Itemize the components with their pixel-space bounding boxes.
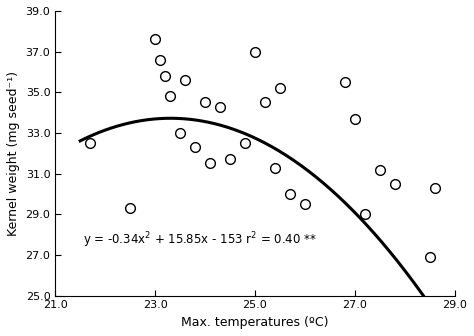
- Point: [376, 167, 383, 172]
- Point: [391, 181, 399, 186]
- Point: [156, 57, 164, 62]
- Point: [261, 100, 269, 105]
- Point: [166, 94, 174, 99]
- Point: [241, 140, 249, 146]
- X-axis label: Max. temperatures (ºC): Max. temperatures (ºC): [181, 316, 328, 329]
- Point: [286, 191, 294, 197]
- Point: [431, 185, 438, 191]
- Point: [176, 130, 184, 136]
- Point: [181, 77, 189, 83]
- Point: [341, 79, 348, 85]
- Point: [191, 144, 199, 150]
- Point: [151, 37, 159, 42]
- Point: [301, 202, 309, 207]
- Point: [271, 165, 279, 170]
- Point: [206, 161, 214, 166]
- Point: [201, 100, 209, 105]
- Point: [361, 212, 369, 217]
- Point: [216, 104, 224, 109]
- Point: [276, 86, 283, 91]
- Point: [251, 49, 259, 54]
- Point: [161, 73, 169, 79]
- Y-axis label: Kernel weight (mg seed⁻¹): Kernel weight (mg seed⁻¹): [7, 71, 20, 236]
- Text: y = -0.34x$^{2}$ + 15.85x - 153 r$^{2}$ = 0.40 **: y = -0.34x$^{2}$ + 15.85x - 153 r$^{2}$ …: [83, 230, 317, 250]
- Point: [127, 206, 134, 211]
- Point: [86, 140, 94, 146]
- Point: [226, 157, 234, 162]
- Point: [426, 254, 433, 260]
- Point: [351, 116, 358, 121]
